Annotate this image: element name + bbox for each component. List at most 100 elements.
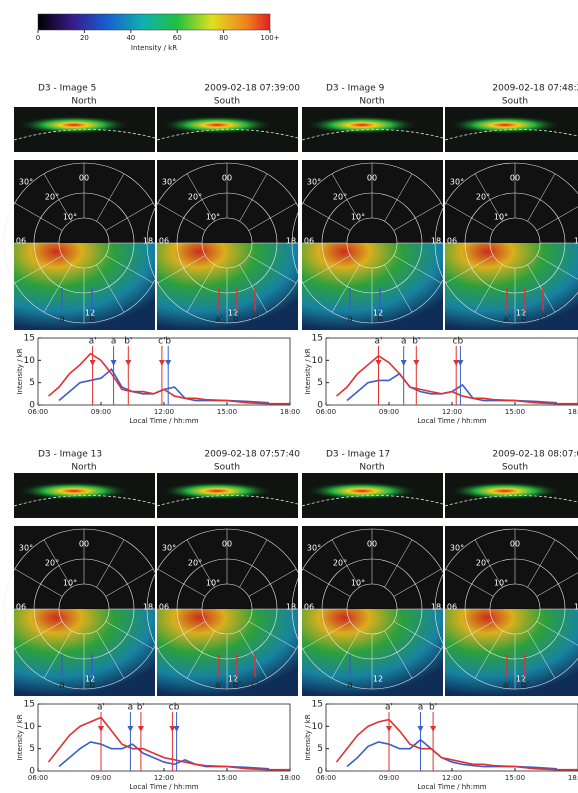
image-label: a' — [503, 315, 511, 325]
polar-spoke — [14, 255, 63, 284]
polar-spoke — [239, 264, 268, 313]
marker-label: b — [174, 703, 180, 713]
tick-label: 100+ — [260, 34, 279, 42]
polar-spoke — [14, 621, 63, 650]
polar-spoke — [527, 630, 556, 679]
y-axis-label: Intensity / kR — [16, 714, 24, 760]
aurora-strip — [162, 482, 272, 500]
polar-spoke — [43, 630, 72, 679]
hemisphere-label: North — [71, 97, 96, 107]
tick-label: 15 — [24, 334, 35, 344]
polar-label: 18 — [574, 237, 578, 246]
polar-label: 06 — [16, 237, 26, 246]
polar-label: 20° — [476, 559, 490, 568]
timestamp: 2009-02-18 07:39:00 — [204, 84, 300, 94]
image-label: b' — [521, 315, 529, 325]
polar-label: 20° — [476, 193, 490, 202]
polar-spoke — [302, 202, 351, 231]
polar-label: 06 — [16, 603, 26, 612]
polar-spoke — [96, 173, 125, 222]
polar-label: 12 — [228, 309, 238, 318]
marker-arrow — [417, 726, 424, 732]
polar-spoke — [474, 264, 503, 313]
polar-label: 06 — [304, 237, 314, 246]
polar-spoke — [105, 255, 154, 284]
timestamp: 2009-02-18 08:07:00 — [492, 450, 578, 460]
polar-label: 18 — [143, 237, 153, 246]
polar-label: 30° — [162, 544, 176, 553]
polar-label: 10° — [206, 213, 220, 222]
polar-label: 10° — [351, 579, 365, 588]
polar-spoke — [384, 264, 413, 313]
image-label: b' — [233, 681, 241, 691]
polar-label: 30° — [450, 178, 464, 187]
polar-label: 06 — [447, 603, 457, 612]
marker-label: a — [401, 337, 407, 347]
polar-label: 20° — [45, 559, 59, 568]
polar-label: 12 — [85, 675, 95, 684]
marker-label: c' — [158, 337, 165, 347]
polar-label: 18 — [574, 603, 578, 612]
image-label: c' — [251, 681, 258, 691]
polar-label: 30° — [307, 544, 321, 553]
tick-label: 5 — [29, 744, 35, 754]
polar-spoke — [186, 630, 215, 679]
image-label: b — [89, 315, 95, 325]
horizon — [301, 129, 444, 141]
polar-label: 00 — [510, 174, 520, 183]
image-label: b — [89, 681, 95, 691]
image-label: c' — [251, 315, 258, 325]
polar-spoke — [248, 621, 297, 650]
marker-label: a' — [375, 337, 383, 347]
auroral-oval — [157, 609, 298, 696]
polar-label: 10° — [63, 579, 77, 588]
aurora-strip — [19, 482, 129, 500]
polar-label: 30° — [19, 178, 33, 187]
polar-label: 20° — [188, 193, 202, 202]
marker-label: c' — [169, 703, 176, 713]
tick-label: 20 — [80, 34, 89, 42]
polar-label: 18 — [143, 603, 153, 612]
hemisphere-label: South — [502, 97, 528, 107]
polar-spoke — [43, 264, 72, 313]
tick-label: 15:00 — [505, 408, 525, 416]
polar-label: 10° — [206, 579, 220, 588]
polar-spoke — [186, 539, 215, 588]
series-line — [335, 354, 578, 405]
auroral-oval — [445, 609, 578, 696]
polar-label: 18 — [431, 237, 441, 246]
series-line — [58, 368, 270, 404]
polar-label: 10° — [351, 213, 365, 222]
horizon — [301, 495, 444, 507]
horizon — [13, 495, 156, 507]
polar-spoke — [105, 568, 154, 597]
marker-label: a' — [89, 337, 97, 347]
polar-spoke — [96, 539, 125, 588]
aurora-strip — [307, 482, 417, 500]
polar-label: 00 — [510, 540, 520, 549]
polar-label: 12 — [373, 675, 383, 684]
tick-label: 12:00 — [442, 774, 462, 782]
marker-label: b' — [412, 337, 420, 347]
polar-spoke — [96, 264, 125, 313]
polar-spoke — [474, 173, 503, 222]
polar-label: 12 — [85, 309, 95, 318]
marker-label: a' — [97, 703, 105, 713]
tick-label: 0 — [29, 401, 35, 411]
x-axis-label: Local Time / hh:mm — [129, 783, 198, 791]
polar-spoke — [157, 255, 206, 284]
tick-label: 10 — [24, 356, 36, 366]
polar-spoke — [445, 568, 494, 597]
polar-spoke — [331, 539, 360, 588]
tick-label: 0 — [36, 34, 40, 42]
horizon — [444, 495, 578, 507]
marker-arrow — [127, 726, 134, 732]
plot-frame — [37, 703, 291, 772]
panel-title: D3 - Image 5 — [38, 84, 96, 94]
polar-spoke — [43, 173, 72, 222]
polar-label: 00 — [222, 174, 232, 183]
image-label: a' — [215, 315, 223, 325]
polar-label: 06 — [447, 237, 457, 246]
polar-label: 30° — [450, 544, 464, 553]
marker-label: b — [165, 337, 171, 347]
